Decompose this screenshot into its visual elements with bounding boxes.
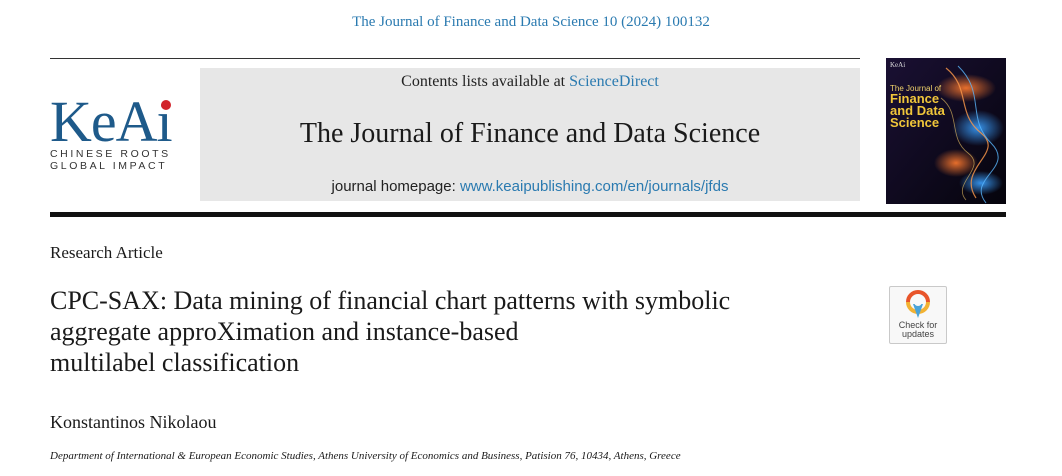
title-line: aggregate approXimation and instance-bas…: [50, 317, 519, 346]
check-updates-icon: [906, 290, 930, 318]
cover-title-small: The Journal of: [890, 84, 942, 93]
cover-art: [886, 58, 1006, 204]
logo-tagline-1: CHINESE ROOTS: [50, 148, 171, 160]
title-line: multilabel classification: [50, 348, 300, 377]
article-title: CPC-SAX: Data mining of financial chart …: [50, 285, 870, 378]
article-type: Research Article: [50, 243, 163, 262]
logo-tagline-2: GLOBAL IMPACT: [50, 160, 168, 172]
contents-line: Contents lists available at ScienceDirec…: [401, 73, 659, 90]
masthead-divider: [50, 212, 1006, 217]
title-line: CPC-SAX: Data mining of financial chart …: [50, 286, 731, 315]
journal-homepage-link[interactable]: www.keaipublishing.com/en/journals/jfds: [459, 178, 729, 195]
journal-cover-image[interactable]: KeAi The Journal of Finance and Data Sci…: [886, 58, 1006, 204]
keai-logo[interactable]: KeAi CHINESE ROOTS GLOBAL IMPACT: [50, 89, 190, 173]
header-divider: [50, 58, 860, 59]
author-affiliation: Department of International & European E…: [50, 450, 681, 462]
badge-label: Check for updates: [898, 320, 938, 339]
cover-brand: KeAi: [890, 61, 906, 69]
sciencedirect-link[interactable]: ScienceDirect: [569, 73, 659, 90]
cover-title-big: Finance and Data Science: [890, 91, 945, 130]
homepage-line: journal homepage: www.keaipublishing.com…: [331, 178, 729, 195]
author-name[interactable]: Konstantinos Nikolaou: [50, 412, 217, 432]
logo-red-dot: [161, 100, 171, 110]
running-head-citation[interactable]: The Journal of Finance and Data Science …: [352, 14, 710, 30]
journal-title: The Journal of Finance and Data Science: [299, 118, 761, 149]
journal-masthead: Contents lists available at ScienceDirec…: [200, 68, 860, 201]
check-for-updates-button[interactable]: Check for updates: [889, 286, 947, 344]
keai-wordmark: KeAi: [50, 89, 173, 154]
